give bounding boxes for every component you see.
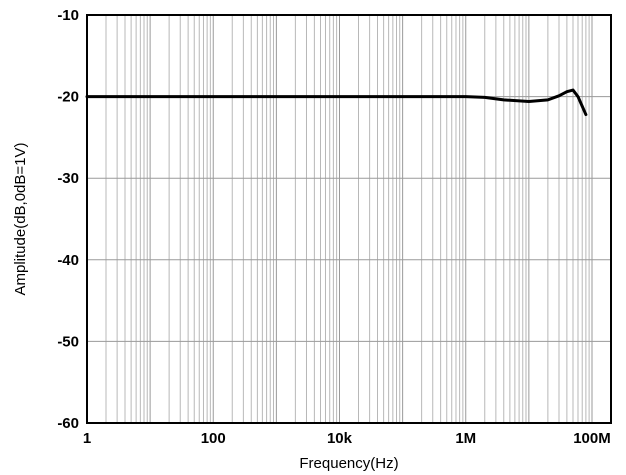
- y-tick-label: -20: [57, 89, 79, 106]
- y-tick-label: -30: [57, 170, 79, 187]
- y-tick-label: -40: [57, 252, 79, 269]
- y-axis-label: Amplitude(dB,0dB=1V): [12, 142, 29, 295]
- plot-frame: [86, 14, 612, 424]
- x-tick-label: 1: [83, 430, 91, 447]
- series-line-0: [85, 88, 588, 117]
- x-tick-label: 100: [201, 430, 226, 447]
- y-tick-labels: -10 -20 -30 -40 -50 -60: [57, 7, 79, 432]
- x-tick-label: 10k: [327, 430, 353, 447]
- y-tick-label: -60: [57, 415, 79, 432]
- grid: [86, 14, 612, 424]
- x-tick-labels: 1 100 10k 1M 100M: [83, 430, 611, 447]
- x-tick-label: 100M: [573, 430, 611, 447]
- y-tick-label: -50: [57, 333, 79, 350]
- y-tick-label: -10: [57, 7, 79, 24]
- x-tick-label: 1M: [455, 430, 476, 447]
- x-axis-label: Frequency(Hz): [299, 455, 398, 472]
- series-layer: [85, 88, 588, 117]
